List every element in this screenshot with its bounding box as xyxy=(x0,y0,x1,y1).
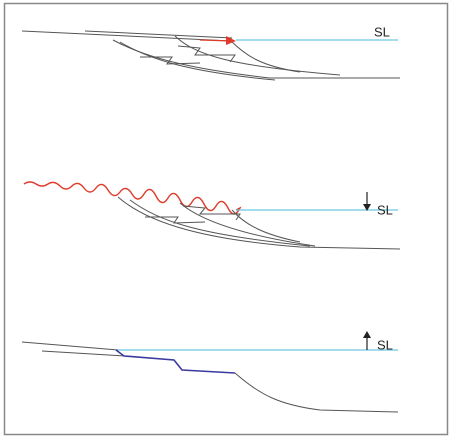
profile-line xyxy=(117,196,401,250)
arrow-head xyxy=(363,331,371,338)
profile-line xyxy=(21,341,119,351)
eroded-surface xyxy=(23,181,242,215)
frame xyxy=(3,2,449,436)
profile-line xyxy=(41,350,126,357)
sea-level-label: SL xyxy=(377,337,393,352)
shoreline-trajectory xyxy=(115,349,236,374)
profile-line xyxy=(229,39,301,73)
arrow-head xyxy=(363,204,371,211)
ramp-step xyxy=(145,205,241,224)
profile-line xyxy=(21,30,233,42)
profile-line xyxy=(234,372,399,413)
sea-level-label: SL xyxy=(377,202,393,217)
profile-line xyxy=(112,39,400,79)
profile-line xyxy=(119,41,276,81)
profile-line xyxy=(129,199,311,247)
profile-line xyxy=(179,202,316,247)
arrow-head xyxy=(226,36,236,45)
sea-level-label: SL xyxy=(374,24,390,39)
profile-line xyxy=(84,30,233,39)
ramp-step xyxy=(140,45,236,65)
panel-2: SL xyxy=(23,181,401,250)
profile-line xyxy=(174,35,341,76)
panel-3: SL xyxy=(21,331,399,413)
panel-1: SL xyxy=(21,24,400,81)
